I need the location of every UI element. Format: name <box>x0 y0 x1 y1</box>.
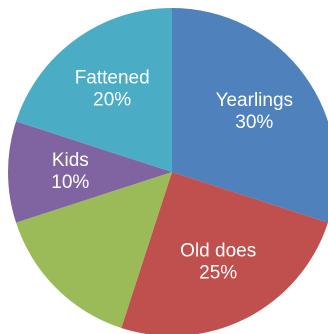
pie-slice-yearlings <box>172 8 328 223</box>
pie-slice-fattened <box>16 8 173 172</box>
slice-label-fattened: Fattened <box>75 68 150 89</box>
slice-value-label-old-does: 25% <box>199 263 237 284</box>
pie-slice-old-does <box>121 172 328 334</box>
slice-value-label-fattened: 20% <box>93 90 131 111</box>
pie-slices <box>8 8 328 334</box>
slice-label-yearlings: Yearlings <box>216 90 293 111</box>
pie-slice-slice-3 <box>16 172 173 328</box>
slice-value-label-kids: 10% <box>51 172 89 193</box>
slice-value-label-yearlings: 30% <box>235 112 273 133</box>
slice-label-old-does: Old does <box>180 241 256 262</box>
slice-label-kids: Kids <box>52 150 89 171</box>
pie-slice-kids <box>8 121 172 223</box>
